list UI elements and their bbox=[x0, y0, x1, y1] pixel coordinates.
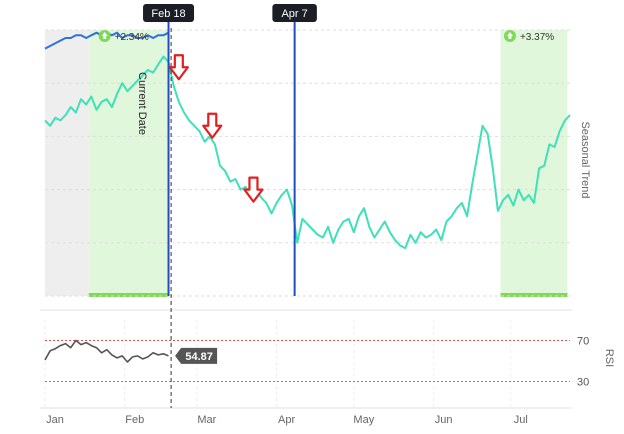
zone-badge-text: +2.34% bbox=[115, 32, 149, 43]
rsi-value-label: 54.87 bbox=[185, 351, 213, 363]
rsi-reference-label: 30 bbox=[577, 377, 589, 389]
up-arrow-glyph bbox=[101, 32, 108, 39]
current-date-label: Current Date bbox=[136, 72, 148, 135]
x-tick-label: Jan bbox=[46, 414, 64, 426]
x-tick-label: Jun bbox=[435, 414, 453, 426]
up-arrow-glyph bbox=[506, 32, 513, 39]
down-arrow-icon bbox=[243, 176, 264, 203]
date-marker-flag bbox=[272, 4, 317, 22]
x-tick-label: Jul bbox=[514, 414, 528, 426]
highlight-zone bbox=[500, 30, 568, 296]
x-tick-label: Feb bbox=[125, 414, 144, 426]
rsi-value-tag bbox=[175, 347, 218, 364]
rsi-reference-label: 70 bbox=[577, 336, 589, 348]
x-tick-label: May bbox=[353, 414, 374, 426]
date-marker-flag bbox=[143, 4, 195, 22]
highlight-zone-bar bbox=[500, 293, 568, 297]
date-marker-label: Apr 7 bbox=[281, 8, 307, 20]
rsi-line bbox=[44, 339, 169, 363]
down-arrow-icon bbox=[168, 54, 189, 81]
history-shade bbox=[45, 30, 89, 296]
highlight-zone bbox=[88, 30, 169, 296]
x-tick-label: Apr bbox=[278, 414, 295, 426]
zone-badge-text: +3.37% bbox=[520, 32, 554, 43]
down-arrow-icon bbox=[202, 112, 223, 139]
date-marker-label: Feb 18 bbox=[151, 8, 185, 20]
highlight-zone-bar bbox=[88, 293, 169, 297]
series-line-seasonal bbox=[44, 55, 571, 250]
y-axis-label-rsi: RSI bbox=[603, 349, 615, 367]
x-tick-label: Mar bbox=[197, 414, 216, 426]
y-axis-label-seasonal: Seasonal Trend bbox=[579, 121, 591, 198]
